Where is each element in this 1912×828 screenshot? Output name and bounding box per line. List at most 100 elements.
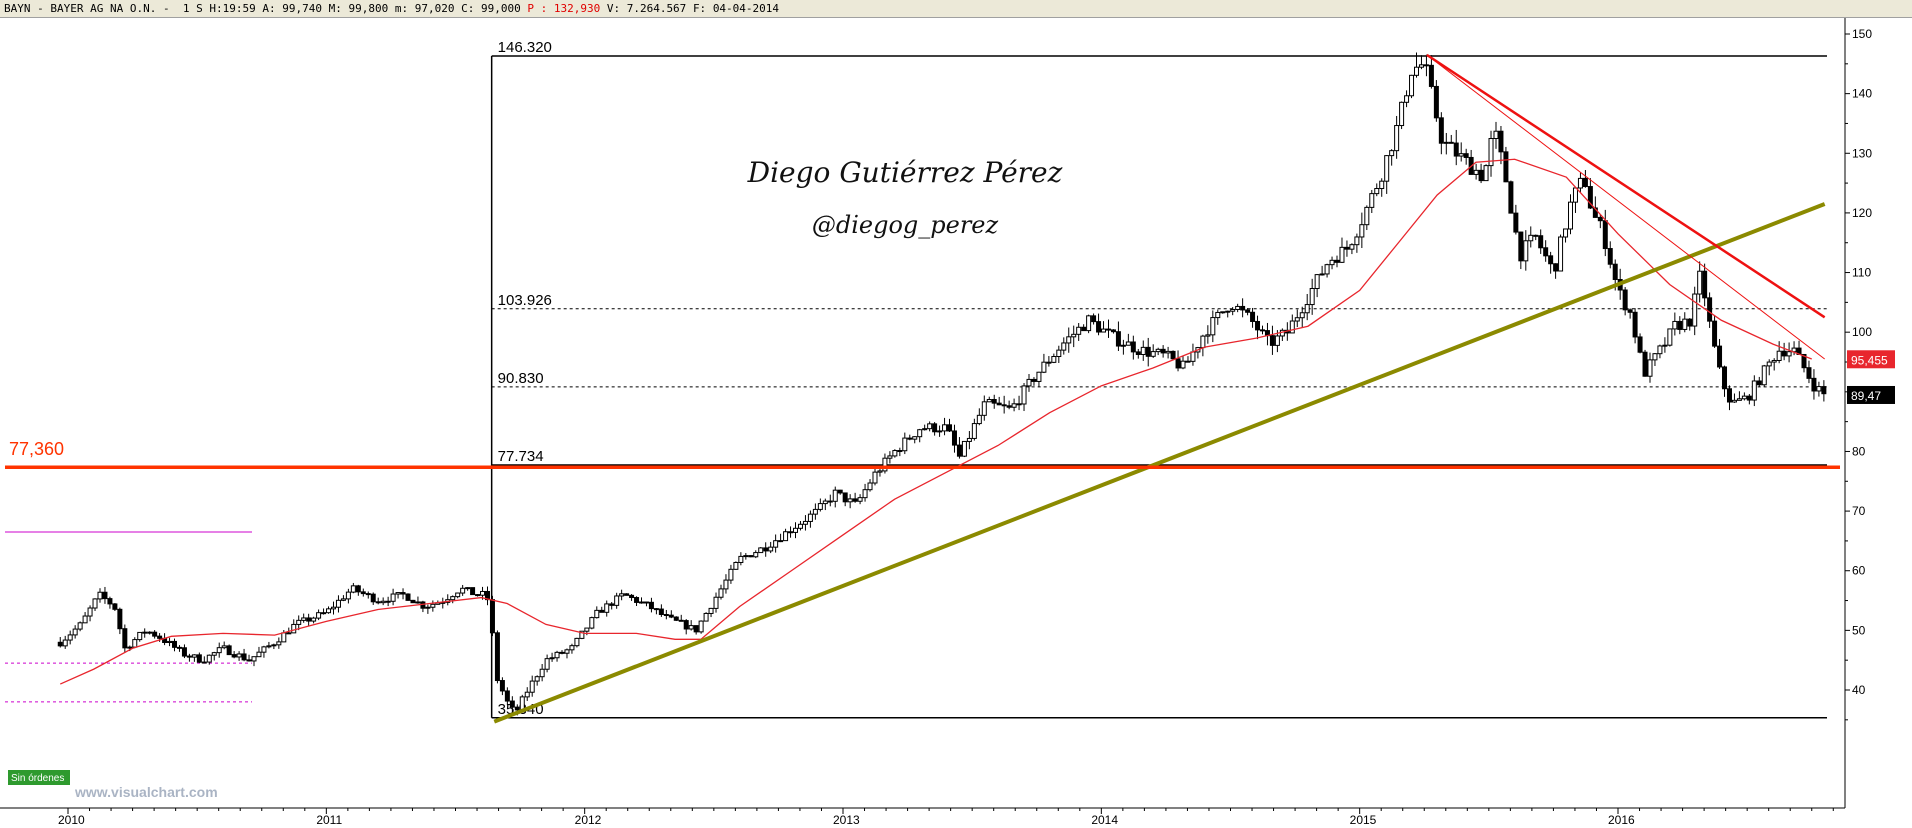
price-tick-label: 50 — [1852, 623, 1866, 637]
watermark: www.visualchart.com — [74, 784, 218, 800]
level-label: 90.830 — [498, 370, 544, 387]
price-tags: 95,455 89,47 — [1847, 350, 1895, 404]
candle-body — [1165, 350, 1171, 354]
candle-body — [648, 601, 654, 610]
candle-body — [1766, 361, 1772, 367]
time-tick-label: 2013 — [833, 813, 860, 827]
candle-body — [1130, 341, 1136, 353]
candle-body — [981, 401, 987, 416]
candle-body — [1145, 346, 1151, 357]
candle-body — [673, 616, 679, 621]
candle-body — [251, 656, 257, 662]
candle-body — [1572, 187, 1578, 203]
candle-body — [400, 592, 406, 595]
symbol: BAYN — [4, 2, 31, 15]
candle-body — [316, 612, 322, 619]
candle-body — [112, 603, 118, 610]
candle-body — [1150, 351, 1156, 357]
candle-body — [1443, 141, 1449, 144]
candle-body — [1597, 216, 1603, 222]
candle-body — [281, 632, 287, 643]
orders-badge[interactable] — [8, 770, 70, 785]
candle-body — [877, 470, 883, 473]
candle-body — [594, 609, 600, 619]
time-axis: 2010 2011 2012 2013 2014 2015 2016 — [0, 807, 1845, 827]
candle-body — [1369, 193, 1375, 208]
candle-body — [1478, 169, 1484, 182]
candle-body — [718, 588, 724, 598]
candle-body — [1245, 309, 1251, 313]
candle-body — [311, 617, 317, 622]
candle-body — [1235, 305, 1241, 310]
candle-body — [1657, 345, 1663, 355]
candle-body — [534, 676, 540, 682]
candle-body — [147, 631, 153, 634]
candle-body — [1538, 235, 1544, 249]
candle-body — [584, 627, 590, 632]
candle-body — [1140, 346, 1146, 355]
candle-body — [1637, 336, 1643, 353]
candle-body — [976, 414, 982, 425]
candle-body — [1821, 386, 1827, 395]
price-tick-label: 150 — [1852, 27, 1872, 41]
candles — [57, 52, 1827, 716]
candle-body — [817, 503, 823, 510]
trendlines — [493, 53, 1826, 724]
candle-body — [1587, 186, 1593, 209]
candle-body — [1250, 311, 1256, 322]
candle-body — [430, 603, 436, 608]
candle-body — [350, 585, 356, 593]
candle-body — [1324, 264, 1330, 275]
candle-body — [301, 617, 307, 621]
candle-body — [1076, 326, 1082, 335]
price-tick-label: 110 — [1852, 266, 1871, 280]
candle-body — [1240, 305, 1246, 311]
candle-body — [107, 598, 113, 605]
price-tick-label: 100 — [1852, 325, 1872, 339]
candle-body — [1135, 351, 1141, 355]
candle-body — [1806, 367, 1812, 379]
candle-body — [117, 608, 123, 630]
candle-body — [683, 620, 689, 630]
candle-body — [1056, 349, 1062, 358]
candle-body — [92, 598, 98, 609]
candle-body — [102, 591, 108, 600]
candle-body — [892, 450, 898, 457]
candle-body — [137, 631, 143, 641]
time-tick-label: 2012 — [575, 813, 602, 827]
candle-body — [907, 437, 913, 440]
price-tick-label: 60 — [1852, 564, 1866, 578]
candle-body — [296, 619, 302, 625]
candle-body — [1294, 317, 1300, 322]
candle-body — [1259, 329, 1265, 332]
price-axis: 405060708090100110120130140150 — [1844, 18, 1872, 808]
candle-body — [246, 659, 252, 662]
candle-body — [1518, 231, 1524, 262]
candle-body — [569, 645, 575, 651]
candle-body — [723, 579, 729, 590]
candle-body — [415, 601, 421, 604]
candle-body — [1682, 318, 1688, 330]
candle-body — [480, 590, 486, 596]
candle-body — [1607, 248, 1613, 265]
candle-body — [241, 653, 247, 661]
candle-body — [1533, 234, 1539, 237]
candle-body — [360, 591, 366, 595]
candle-body — [1563, 228, 1569, 238]
candle-body — [753, 552, 759, 558]
price-tag-label: 95,455 — [1851, 353, 1888, 367]
candle-body — [167, 640, 173, 644]
candle-body — [196, 654, 202, 663]
quote-date: 04-04-2014 — [712, 2, 780, 15]
candle-body — [221, 645, 227, 649]
candle-body — [1215, 311, 1221, 319]
price-tick-label: 130 — [1852, 146, 1872, 160]
candle-body — [1731, 399, 1737, 403]
trendline-up — [493, 202, 1826, 724]
candle-body — [812, 508, 818, 515]
author-handle: @diegog_perez — [812, 211, 999, 239]
candle-body — [688, 625, 694, 630]
candle-body — [201, 661, 207, 664]
candle-body — [1677, 320, 1683, 330]
